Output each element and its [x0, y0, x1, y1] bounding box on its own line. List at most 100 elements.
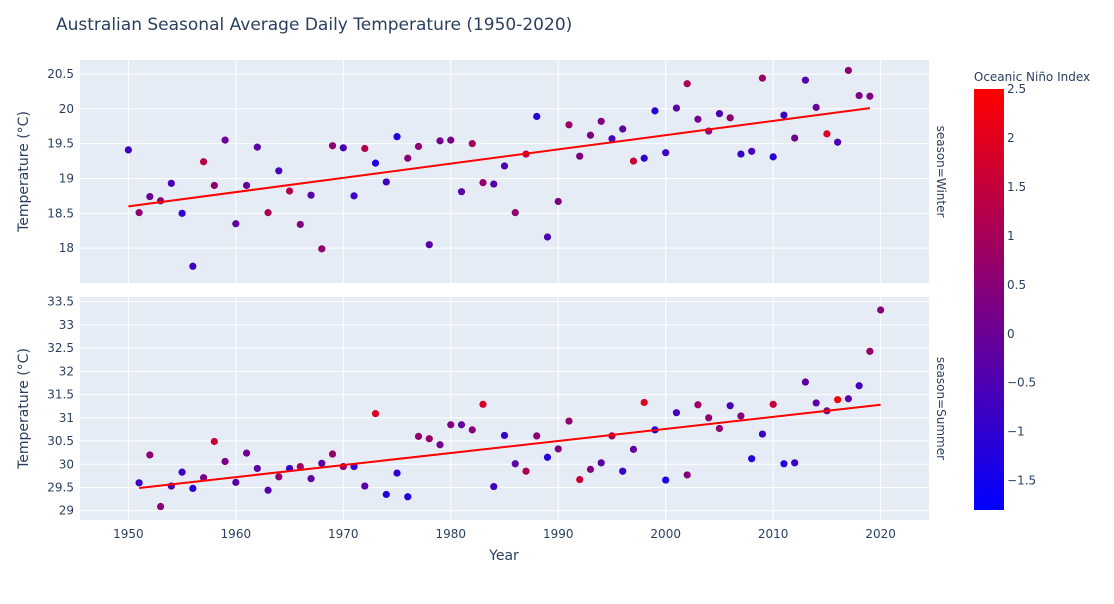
data-point: [791, 459, 799, 467]
data-point: [640, 154, 648, 162]
data-point: [285, 187, 294, 195]
data-point: [737, 412, 745, 420]
data-point: [232, 220, 240, 228]
x-tick-label: 1970: [328, 527, 359, 541]
data-point: [834, 138, 842, 146]
data-point: [694, 115, 702, 123]
x-axis-label: Year: [488, 548, 519, 564]
data-point: [662, 149, 670, 157]
data-point: [511, 460, 519, 468]
data-point: [662, 476, 670, 484]
data-point: [791, 134, 799, 142]
data-point: [189, 484, 197, 493]
data-point: [812, 399, 820, 407]
data-point: [694, 401, 702, 409]
data-point: [737, 150, 745, 158]
data-point: [758, 430, 767, 438]
data-point: [414, 142, 423, 151]
colorbar-tick-label: 2.5: [1007, 82, 1026, 96]
data-point: [877, 306, 885, 314]
data-point: [468, 426, 476, 434]
data-point: [242, 449, 251, 457]
data-point: [296, 462, 304, 471]
data-point: [436, 137, 444, 145]
data-point: [801, 76, 810, 84]
y-tick-label: 20.5: [47, 67, 74, 81]
data-point: [307, 191, 315, 199]
x-tick-label: 1960: [221, 527, 252, 541]
data-point: [328, 142, 337, 150]
data-point: [178, 468, 186, 476]
data-point: [565, 417, 573, 425]
data-point: [834, 396, 842, 404]
data-point: [350, 192, 358, 200]
data-point: [608, 135, 616, 143]
data-point: [253, 464, 261, 473]
data-point: [866, 92, 874, 100]
data-point: [328, 450, 337, 458]
data-point: [533, 112, 541, 121]
data-point: [404, 493, 412, 501]
data-point: [157, 502, 165, 511]
data-point: [146, 192, 154, 201]
data-point: [866, 347, 874, 355]
data-point: [554, 197, 562, 206]
colorbar-tick-label: 0.5: [1007, 278, 1026, 292]
y-axis-label: Temperature (°C): [16, 348, 32, 470]
data-point: [167, 179, 175, 187]
data-point: [500, 162, 509, 170]
data-point: [543, 233, 552, 241]
colorbar-tick-label: 1: [1007, 229, 1015, 243]
y-tick-label: 29.5: [47, 480, 74, 494]
data-point: [264, 486, 272, 494]
x-tick-label: 1980: [435, 527, 466, 541]
y-tick-label: 18: [59, 241, 74, 255]
plot-area: [80, 60, 929, 283]
data-point: [318, 245, 326, 253]
data-point: [554, 445, 562, 453]
data-point: [844, 395, 852, 403]
data-point: [307, 475, 315, 483]
data-point: [135, 479, 143, 487]
y-tick-label: 19.5: [47, 137, 74, 151]
data-point: [500, 431, 509, 440]
trendline: [138, 403, 881, 489]
data-point: [253, 143, 261, 151]
data-point: [393, 469, 401, 477]
data-point: [371, 410, 380, 418]
data-point: [404, 154, 412, 162]
data-point: [178, 209, 186, 217]
data-point: [425, 435, 433, 443]
data-point: [436, 441, 444, 449]
data-point: [425, 241, 433, 249]
chart-title: Australian Seasonal Average Daily Temper…: [56, 15, 572, 35]
data-point: [619, 125, 627, 133]
data-point: [586, 465, 595, 473]
data-point: [780, 111, 788, 119]
data-point: [275, 473, 283, 481]
data-point: [457, 421, 466, 429]
data-point: [683, 80, 691, 88]
data-point: [748, 147, 756, 155]
colorbar-tick-label: 0: [1007, 327, 1015, 341]
data-point: [199, 158, 208, 166]
x-tick-label: 1990: [543, 527, 574, 541]
data-point: [576, 152, 584, 160]
data-point: [264, 209, 272, 217]
data-point: [758, 74, 767, 82]
data-point: [823, 130, 831, 138]
data-point: [629, 157, 638, 165]
data-point: [726, 114, 734, 122]
data-point: [490, 482, 498, 491]
data-point: [361, 144, 369, 153]
data-point: [543, 453, 552, 461]
facet-label: season=Summer: [934, 357, 948, 460]
data-point: [242, 181, 251, 190]
data-point: [210, 437, 218, 446]
y-tick-label: 31.5: [47, 388, 74, 402]
y-tick-label: 31: [59, 411, 74, 425]
y-tick-label: 19: [59, 171, 74, 185]
data-point: [479, 400, 487, 408]
y-tick-label: 20: [59, 102, 74, 116]
colorbar-tick-label: 2: [1007, 131, 1015, 145]
